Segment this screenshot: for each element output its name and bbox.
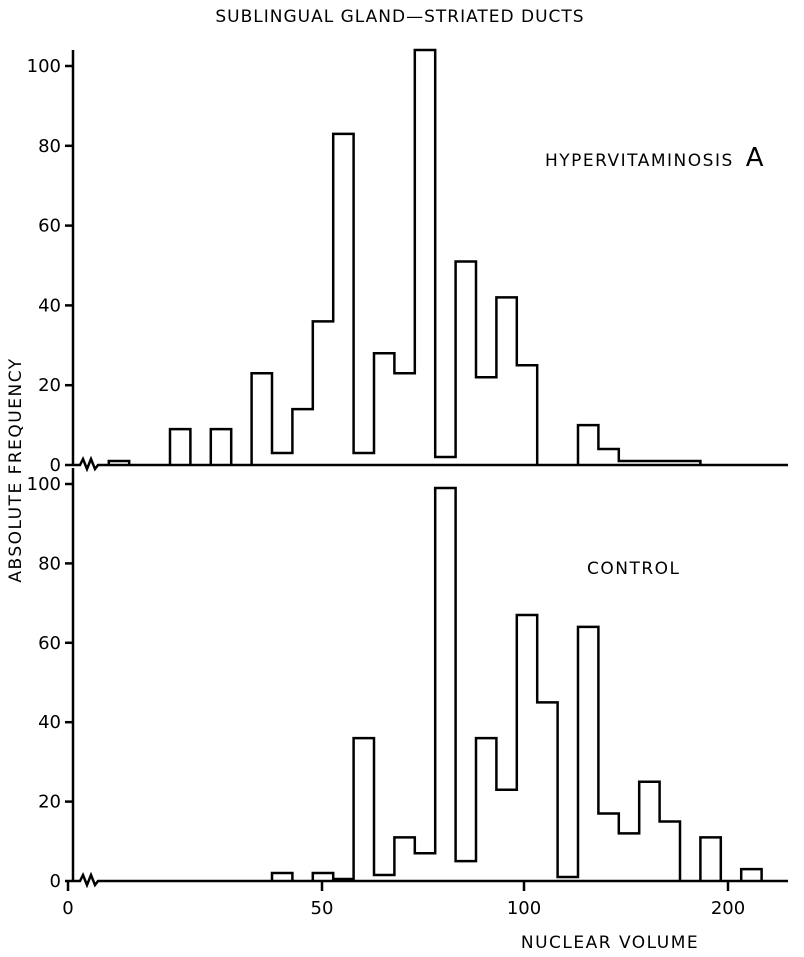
histogram-bar	[211, 429, 231, 465]
chart-title: SUBLINGUAL GLAND—STRIATED DUCTS	[215, 7, 584, 27]
histogram-bar	[700, 837, 720, 881]
y-tick-label: 40	[38, 295, 61, 316]
histogram-bar	[578, 627, 598, 881]
histogram-outline	[107, 48, 702, 465]
histogram-bar	[354, 738, 374, 881]
histogram-bar	[496, 790, 516, 881]
histogram-bar	[456, 262, 476, 465]
y-tick-label: 80	[38, 553, 61, 574]
histogram-bar	[456, 861, 476, 881]
histogram-bar	[639, 782, 659, 881]
histogram-bar	[333, 134, 353, 465]
x-tick-label: 50	[311, 898, 334, 919]
histogram-bar	[170, 429, 190, 465]
histogram-bar	[598, 814, 618, 881]
panel-top-label: HYPERVITAMINOSIS A	[545, 143, 764, 173]
histogram-bar	[619, 833, 639, 881]
histogram-bar	[415, 50, 435, 465]
histogram-outline	[270, 486, 763, 881]
y-tick-label: 60	[38, 633, 61, 654]
histogram-bar	[496, 297, 516, 465]
x-baseline-with-break	[73, 455, 788, 473]
y-tick-label: 0	[50, 871, 61, 892]
histogram-bar	[476, 377, 496, 465]
y-tick-label: 60	[38, 216, 61, 237]
histogram-bar	[537, 702, 557, 881]
panel-top-name: HYPERVITAMINOSIS	[545, 151, 734, 171]
histogram-bar	[374, 353, 394, 465]
histogram-bar	[354, 453, 374, 465]
x-tick-label: 0	[62, 898, 73, 919]
histogram-bar	[272, 453, 292, 465]
panel-bottom-name: CONTROL	[587, 559, 681, 579]
panel-top-letter: A	[746, 143, 764, 173]
histogram-bar	[476, 738, 496, 881]
histogram-bar	[741, 869, 761, 881]
histogram-bar	[394, 837, 414, 881]
histogram-bar	[292, 409, 312, 465]
histogram-bar	[435, 488, 455, 881]
y-tick-label: 20	[38, 792, 61, 813]
y-tick-label: 100	[27, 474, 61, 495]
y-tick-label: 100	[27, 56, 61, 77]
x-tick-label: 200	[711, 898, 745, 919]
histogram-bar	[252, 373, 272, 465]
x-baseline-with-break	[73, 871, 788, 889]
histogram-bar	[394, 373, 414, 465]
y-tick-label: 40	[38, 712, 61, 733]
histogram-bar	[598, 449, 618, 465]
histogram-bar	[415, 853, 435, 881]
y-tick-label: 80	[38, 136, 61, 157]
histogram-bar	[578, 425, 598, 465]
x-axis-label: NUCLEAR VOLUME	[521, 933, 699, 953]
y-tick-label: 20	[38, 375, 61, 396]
x-tick-label: 100	[507, 898, 541, 919]
histogram-bar	[313, 321, 333, 465]
histogram-bar	[660, 821, 680, 881]
y-tick-label: 0	[50, 455, 61, 476]
histogram-bar	[517, 615, 537, 881]
panel-hypervitaminosis-plot: 0 20 40 60 80 100	[27, 48, 788, 476]
panel-control-plot: 0 20 40 60 80 100 0 50 100 200	[27, 468, 788, 919]
histogram-bar	[517, 365, 537, 465]
y-axis-label: ABSOLUTE FREQUENCY	[6, 357, 26, 582]
